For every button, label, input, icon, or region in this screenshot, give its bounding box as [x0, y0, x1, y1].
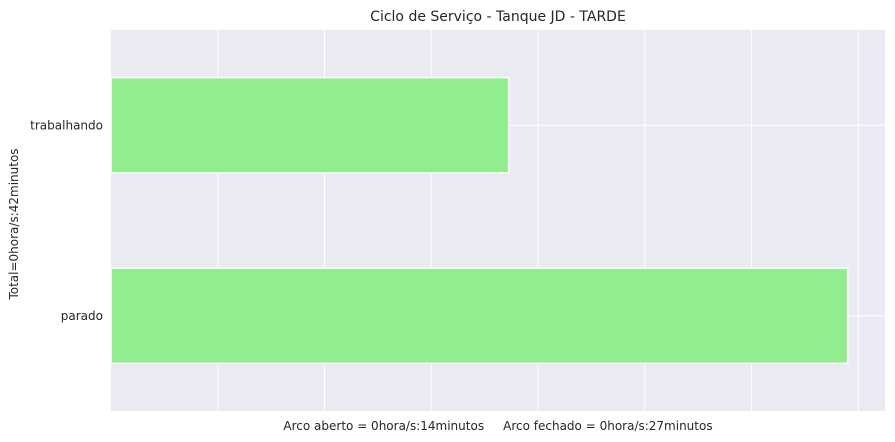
y-axis-label: Total=0hora/s:42minutos — [7, 148, 21, 300]
category-tick-labels: parado trabalhando — [30, 118, 103, 323]
bars — [110, 76, 849, 365]
category-tick-label: parado — [61, 309, 103, 323]
bar-parado — [110, 267, 849, 365]
x-axis-label: Arco aberto = 0hora/s:14minutos Arco fec… — [283, 419, 712, 433]
category-tick-label: trabalhando — [30, 118, 103, 132]
chart-title: Ciclo de Serviço - Tanque JD - TARDE — [370, 9, 626, 25]
bar-trabalhando — [110, 76, 510, 174]
